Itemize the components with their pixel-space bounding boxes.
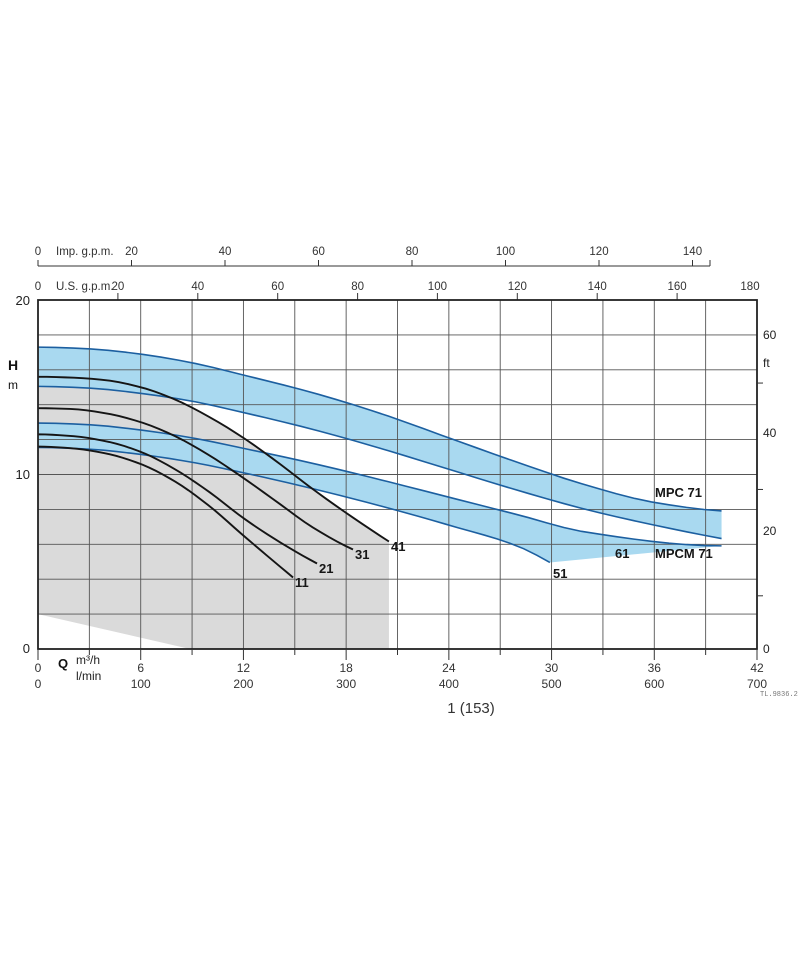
svg-text:U.S. g.p.m.: U.S. g.p.m. xyxy=(56,281,114,293)
svg-text:m³/h: m³/h xyxy=(76,653,100,667)
svg-text:20: 20 xyxy=(16,293,30,308)
svg-text:600: 600 xyxy=(644,677,664,691)
svg-text:20: 20 xyxy=(763,524,777,538)
svg-text:40: 40 xyxy=(763,426,777,440)
svg-text:MPCM 71: MPCM 71 xyxy=(655,546,713,561)
svg-text:140: 140 xyxy=(588,281,607,293)
svg-text:100: 100 xyxy=(131,677,151,691)
svg-text:Q: Q xyxy=(58,656,68,671)
svg-text:41: 41 xyxy=(391,539,405,554)
svg-text:100: 100 xyxy=(428,281,447,293)
svg-text:61: 61 xyxy=(615,546,629,561)
svg-text:21: 21 xyxy=(319,561,333,576)
svg-text:TL.9836.2: TL.9836.2 xyxy=(760,691,798,699)
svg-text:40: 40 xyxy=(191,281,204,293)
svg-text:31: 31 xyxy=(355,547,369,562)
svg-text:60: 60 xyxy=(271,281,284,293)
svg-text:MPC 71: MPC 71 xyxy=(655,485,702,500)
svg-text:11: 11 xyxy=(295,575,309,590)
svg-text:80: 80 xyxy=(351,281,364,293)
svg-text:0: 0 xyxy=(23,641,30,656)
svg-text:ft: ft xyxy=(763,356,770,370)
svg-text:120: 120 xyxy=(508,281,527,293)
svg-text:24: 24 xyxy=(442,661,456,675)
svg-text:6: 6 xyxy=(137,661,144,675)
svg-text:42: 42 xyxy=(750,661,764,675)
svg-text:l/min: l/min xyxy=(76,669,101,683)
svg-text:120: 120 xyxy=(589,246,608,258)
svg-text:0: 0 xyxy=(35,281,41,293)
svg-text:Imp. g.p.m.: Imp. g.p.m. xyxy=(56,246,114,258)
svg-text:0: 0 xyxy=(35,246,41,258)
svg-text:160: 160 xyxy=(668,281,687,293)
svg-text:1 (153): 1 (153) xyxy=(447,700,495,717)
svg-text:0: 0 xyxy=(763,642,770,656)
svg-text:m: m xyxy=(8,378,18,392)
svg-text:30: 30 xyxy=(545,661,559,675)
svg-text:H: H xyxy=(8,357,18,373)
svg-text:300: 300 xyxy=(336,677,356,691)
svg-text:18: 18 xyxy=(339,661,353,675)
svg-text:40: 40 xyxy=(219,246,232,258)
svg-text:180: 180 xyxy=(740,281,759,293)
svg-text:12: 12 xyxy=(237,661,251,675)
svg-text:400: 400 xyxy=(439,677,459,691)
svg-text:700: 700 xyxy=(747,677,767,691)
svg-text:200: 200 xyxy=(233,677,253,691)
svg-text:500: 500 xyxy=(542,677,562,691)
svg-text:140: 140 xyxy=(683,246,702,258)
svg-text:36: 36 xyxy=(648,661,662,675)
svg-text:0: 0 xyxy=(35,677,42,691)
svg-text:60: 60 xyxy=(763,328,777,342)
svg-text:10: 10 xyxy=(16,467,30,482)
svg-text:60: 60 xyxy=(312,246,325,258)
svg-text:80: 80 xyxy=(406,246,419,258)
svg-text:0: 0 xyxy=(35,661,42,675)
svg-text:100: 100 xyxy=(496,246,515,258)
svg-text:51: 51 xyxy=(553,566,567,581)
svg-text:20: 20 xyxy=(125,246,138,258)
